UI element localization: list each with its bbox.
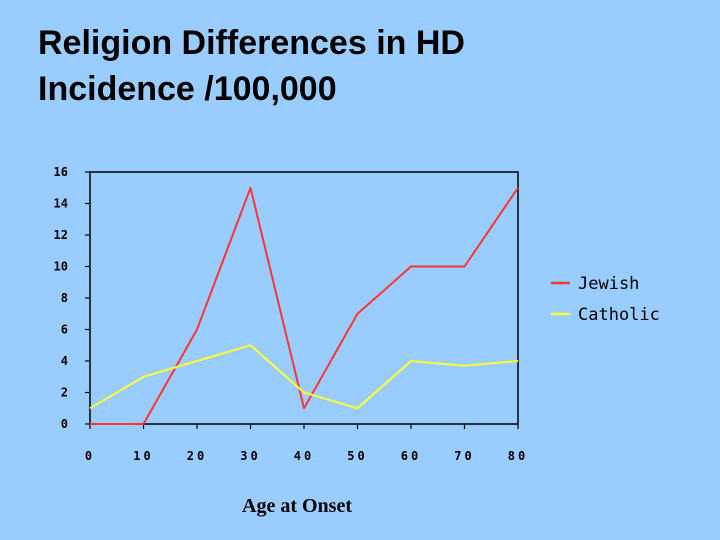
plot-area <box>89 171 519 425</box>
y-tick-label: 8 <box>61 291 68 305</box>
y-tick-label: 16 <box>54 165 68 179</box>
y-tick-label: 2 <box>61 386 68 400</box>
legend: Jewish Catholic <box>551 274 660 325</box>
x-tick-label: 70 <box>454 449 474 463</box>
y-tick-label: 10 <box>54 260 68 274</box>
x-tick-label: 0 <box>85 449 95 463</box>
plot-frame <box>89 171 519 425</box>
series-lines <box>89 186 519 425</box>
x-tick-label: 10 <box>133 449 153 463</box>
page-title: Religion Differences in HD Incidence /10… <box>38 20 465 112</box>
series-line-catholic <box>89 344 519 410</box>
title-line-2: Incidence /100,000 <box>38 70 337 108</box>
x-tick-label: 60 <box>401 449 421 463</box>
legend-label-jewish: Jewish <box>578 274 639 294</box>
x-tick-label: 30 <box>240 449 260 463</box>
x-axis: 0 10 20 30 40 50 60 70 80 <box>85 424 528 463</box>
x-axis-title: Age at Onset <box>242 495 352 517</box>
legend-label-catholic: Catholic <box>578 305 660 325</box>
y-tick-label: 6 <box>61 323 68 337</box>
x-tick-label: 80 <box>508 449 528 463</box>
title-line-1: Religion Differences in HD <box>38 24 465 62</box>
y-tick-label: 4 <box>61 354 68 368</box>
y-tick-label: 0 <box>61 417 68 431</box>
y-tick-label: 12 <box>54 228 68 242</box>
series-line-jewish <box>90 186 519 425</box>
x-tick-label: 50 <box>347 449 367 463</box>
x-tick-label: 40 <box>294 449 314 463</box>
y-axis: 0 2 4 6 8 10 12 14 16 <box>54 165 90 431</box>
x-tick-label: 20 <box>187 449 207 463</box>
y-tick-label: 14 <box>54 197 68 211</box>
